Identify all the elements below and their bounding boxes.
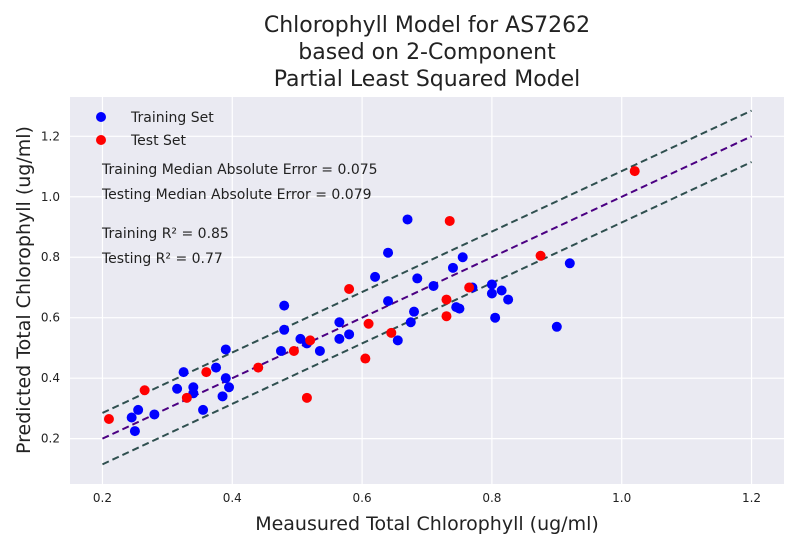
training-point [220, 373, 231, 384]
training-point [178, 367, 189, 378]
training-point [217, 391, 228, 402]
test-point [464, 282, 475, 293]
test-point [363, 318, 374, 329]
training-point [279, 300, 290, 311]
test-point [360, 353, 371, 364]
y-tick-label: 1.0 [41, 190, 60, 204]
test-point [181, 392, 192, 403]
annotation-testing-r2: Testing R² = 0.77 [101, 251, 223, 267]
test-point [629, 166, 640, 177]
test-point [386, 327, 397, 338]
plot-area [70, 97, 784, 484]
training-point [392, 335, 403, 346]
test-point [305, 335, 316, 346]
training-point [486, 288, 497, 299]
test-point [344, 283, 355, 294]
training-point [211, 362, 222, 373]
training-point [275, 345, 286, 356]
x-tick-label: 1.0 [612, 491, 631, 505]
training-point [370, 271, 381, 282]
training-point [220, 344, 231, 355]
legend-marker-training [96, 112, 106, 122]
y-tick-label: 0.8 [41, 250, 60, 264]
y-axis-label: Predicted Total Chlorophyll (ug/ml) [13, 126, 35, 454]
training-point [490, 312, 501, 323]
training-point [412, 273, 423, 284]
legend: Training Set Test Set [96, 110, 214, 149]
training-point [503, 294, 514, 305]
training-point [334, 333, 345, 344]
training-point [314, 345, 325, 356]
training-point [334, 317, 345, 328]
training-point [224, 382, 235, 393]
training-point [551, 321, 562, 332]
annotation-training-r2: Training R² = 0.85 [101, 226, 229, 242]
training-point [198, 404, 209, 415]
reference-line [102, 161, 752, 466]
x-tick-label: 0.6 [353, 491, 372, 505]
legend-marker-test [96, 135, 106, 145]
annotations: Training Median Absolute Error = 0.075 T… [101, 162, 378, 267]
test-point [444, 215, 455, 226]
legend-label-training: Training Set [130, 110, 214, 126]
training-point [126, 412, 137, 423]
training-point [402, 214, 413, 225]
y-tick-label: 1.2 [41, 129, 60, 143]
training-point [457, 252, 468, 263]
training-point [447, 262, 458, 273]
reference-line [102, 135, 752, 440]
training-point [496, 285, 507, 296]
test-point [301, 392, 312, 403]
legend-label-test: Test Set [130, 133, 187, 149]
y-tick-label: 0.4 [41, 371, 60, 385]
test-point [253, 362, 264, 373]
reference-line [102, 109, 752, 414]
y-tick-label: 0.2 [41, 432, 60, 446]
test-point [441, 294, 452, 305]
training-point [564, 258, 575, 269]
x-tick-label: 0.2 [93, 491, 112, 505]
tick-labels: 0.2 0.4 0.6 0.8 1.0 1.2 0.2 0.4 0.6 0.8 1.0 1.2 [41, 129, 761, 505]
training-point [344, 329, 355, 340]
training-point [428, 280, 439, 291]
x-axis-label: Meausured Total Chlorophyll (ug/ml) [255, 513, 599, 535]
training-point [129, 426, 140, 437]
test-point [139, 385, 150, 396]
x-tick-label: 0.4 [223, 491, 242, 505]
training-point [172, 383, 183, 394]
test-point [201, 367, 212, 378]
training-point [383, 247, 394, 258]
x-tick-label: 0.8 [482, 491, 501, 505]
annotation-testing-mae: Testing Median Absolute Error = 0.079 [101, 187, 372, 203]
x-tick-label: 1.2 [742, 491, 761, 505]
chart-title: Chlorophyll Model for AS7262 based on 2-… [264, 13, 590, 92]
reference-lines [102, 109, 752, 466]
y-tick-label: 0.6 [41, 311, 60, 325]
training-point [486, 279, 497, 290]
test-point [288, 345, 299, 356]
title-line-1: Chlorophyll Model for AS7262 [264, 13, 590, 38]
training-point [133, 404, 144, 415]
title-line-2: based on 2-Component [298, 40, 556, 65]
training-point [405, 317, 416, 328]
training-point [454, 303, 465, 314]
training-point [383, 296, 394, 307]
training-point [279, 324, 290, 335]
training-point [409, 306, 420, 317]
grid-lines [70, 97, 784, 484]
training-point [149, 409, 160, 420]
test-point [535, 250, 546, 261]
title-line-3: Partial Least Squared Model [274, 67, 581, 92]
data-points [103, 166, 640, 437]
annotation-training-mae: Training Median Absolute Error = 0.075 [101, 162, 378, 178]
test-point [103, 413, 114, 424]
test-point [441, 311, 452, 322]
